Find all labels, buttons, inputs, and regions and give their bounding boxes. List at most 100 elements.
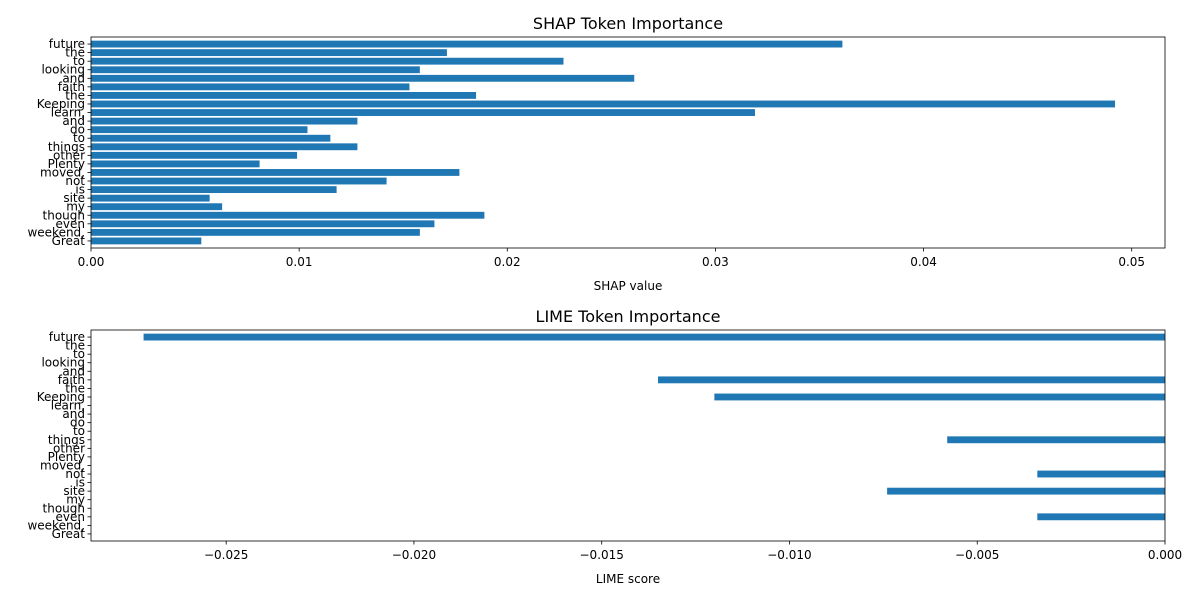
y-tick-label: Plenty bbox=[48, 157, 85, 171]
bar-12 bbox=[91, 134, 331, 142]
y-tick-label: my bbox=[66, 200, 85, 214]
y-tick-label: not bbox=[65, 467, 85, 481]
bar-1 bbox=[143, 333, 1165, 341]
x-tick-label: 0.000 bbox=[1148, 548, 1182, 562]
x-tick-label: 0.01 bbox=[286, 255, 313, 269]
y-tick-label: to bbox=[73, 424, 85, 438]
bar-22 bbox=[91, 220, 435, 228]
y-tick-label: site bbox=[63, 191, 85, 205]
bar-13 bbox=[947, 436, 1165, 444]
x-tick-label: −0.010 bbox=[767, 548, 811, 562]
x-tick-label: −0.020 bbox=[392, 548, 436, 562]
y-tick-label: Great bbox=[52, 527, 86, 541]
bar-22 bbox=[1037, 513, 1165, 521]
bar-8 bbox=[91, 100, 1116, 108]
bar-1 bbox=[91, 40, 843, 48]
bar-4 bbox=[91, 66, 420, 74]
chart-title: LIME Token Importance bbox=[536, 307, 721, 326]
chart-panel-1: futurethetolookingandfaiththeKeepinglear… bbox=[27, 14, 1166, 293]
y-tick-label: future bbox=[49, 330, 85, 344]
y-tick-label: and bbox=[62, 114, 85, 128]
bar-3 bbox=[91, 57, 564, 65]
x-tick-label: 0.04 bbox=[910, 255, 937, 269]
x-tick-label: 0.05 bbox=[1118, 255, 1145, 269]
x-axis-label: SHAP value bbox=[594, 279, 663, 293]
y-tick-label: is bbox=[75, 476, 85, 490]
y-tick-label: even bbox=[56, 217, 85, 231]
chart-panel-2: futurethetolookingandfaiththeKeepinglear… bbox=[27, 307, 1182, 586]
bar-15 bbox=[91, 160, 260, 168]
y-tick-label: Keeping bbox=[37, 390, 85, 404]
y-tick-label: the bbox=[65, 46, 85, 60]
y-tick-label: faith bbox=[58, 80, 85, 94]
x-tick-label: 0.00 bbox=[78, 255, 105, 269]
x-tick-label: −0.025 bbox=[204, 548, 248, 562]
y-tick-label: the bbox=[65, 339, 85, 353]
bar-19 bbox=[887, 487, 1165, 495]
y-tick-label: do bbox=[70, 416, 85, 430]
y-tick-label: learn, bbox=[51, 106, 85, 120]
bar-9 bbox=[91, 109, 755, 116]
x-tick-label: 0.02 bbox=[494, 255, 521, 269]
bar-5 bbox=[91, 74, 635, 82]
bar-17 bbox=[91, 177, 387, 185]
bar-18 bbox=[91, 186, 337, 194]
y-tick-label: moved, bbox=[40, 165, 85, 179]
bar-7 bbox=[91, 92, 477, 99]
y-tick-label: Great bbox=[52, 234, 86, 248]
y-tick-label: do bbox=[70, 123, 85, 137]
bar-6 bbox=[91, 83, 410, 91]
bar-8 bbox=[714, 393, 1165, 401]
y-tick-label: learn, bbox=[51, 399, 85, 413]
axes-frame bbox=[90, 329, 1166, 542]
x-tick-label: 0.03 bbox=[702, 255, 729, 269]
y-tick-label: things bbox=[48, 140, 85, 154]
y-tick-label: moved, bbox=[40, 458, 85, 472]
axes-frame bbox=[90, 36, 1166, 249]
bar-21 bbox=[91, 211, 485, 219]
y-tick-label: my bbox=[66, 493, 85, 507]
y-tick-label: the bbox=[65, 381, 85, 395]
y-tick-label: to bbox=[73, 131, 85, 145]
y-tick-label: faith bbox=[58, 373, 85, 387]
y-tick-label: weekend, bbox=[27, 518, 85, 532]
y-tick-label: other bbox=[53, 441, 85, 455]
bar-24 bbox=[91, 237, 202, 245]
y-tick-label: though bbox=[43, 208, 85, 222]
y-tick-label: looking bbox=[41, 356, 85, 370]
y-tick-label: the bbox=[65, 88, 85, 102]
y-tick-label: future bbox=[49, 37, 85, 51]
y-tick-label: Plenty bbox=[48, 450, 85, 464]
y-tick-label: and bbox=[62, 364, 85, 378]
x-tick-label: −0.015 bbox=[580, 548, 624, 562]
x-tick-label: −0.005 bbox=[955, 548, 999, 562]
y-tick-label: is bbox=[75, 183, 85, 197]
chart-title: SHAP Token Importance bbox=[533, 14, 723, 33]
bar-14 bbox=[91, 151, 298, 159]
bar-11 bbox=[91, 126, 308, 134]
bar-6 bbox=[658, 376, 1165, 384]
bar-13 bbox=[91, 143, 358, 151]
bar-20 bbox=[91, 203, 223, 211]
bar-10 bbox=[91, 117, 358, 125]
y-tick-label: other bbox=[53, 148, 85, 162]
bar-2 bbox=[91, 49, 447, 57]
y-tick-label: Keeping bbox=[37, 97, 85, 111]
y-tick-label: to bbox=[73, 54, 85, 68]
bar-16 bbox=[91, 169, 460, 176]
x-axis-label: LIME score bbox=[596, 572, 660, 586]
bar-17 bbox=[1037, 470, 1165, 478]
bar-19 bbox=[91, 194, 210, 202]
y-tick-label: and bbox=[62, 407, 85, 421]
y-tick-label: site bbox=[63, 484, 85, 498]
bar-23 bbox=[91, 228, 420, 236]
y-tick-label: looking bbox=[41, 63, 85, 77]
y-tick-label: not bbox=[65, 174, 85, 188]
y-tick-label: though bbox=[43, 501, 85, 515]
y-tick-label: and bbox=[62, 71, 85, 85]
y-tick-label: weekend, bbox=[27, 225, 85, 239]
y-tick-label: to bbox=[73, 347, 85, 361]
y-tick-label: things bbox=[48, 433, 85, 447]
